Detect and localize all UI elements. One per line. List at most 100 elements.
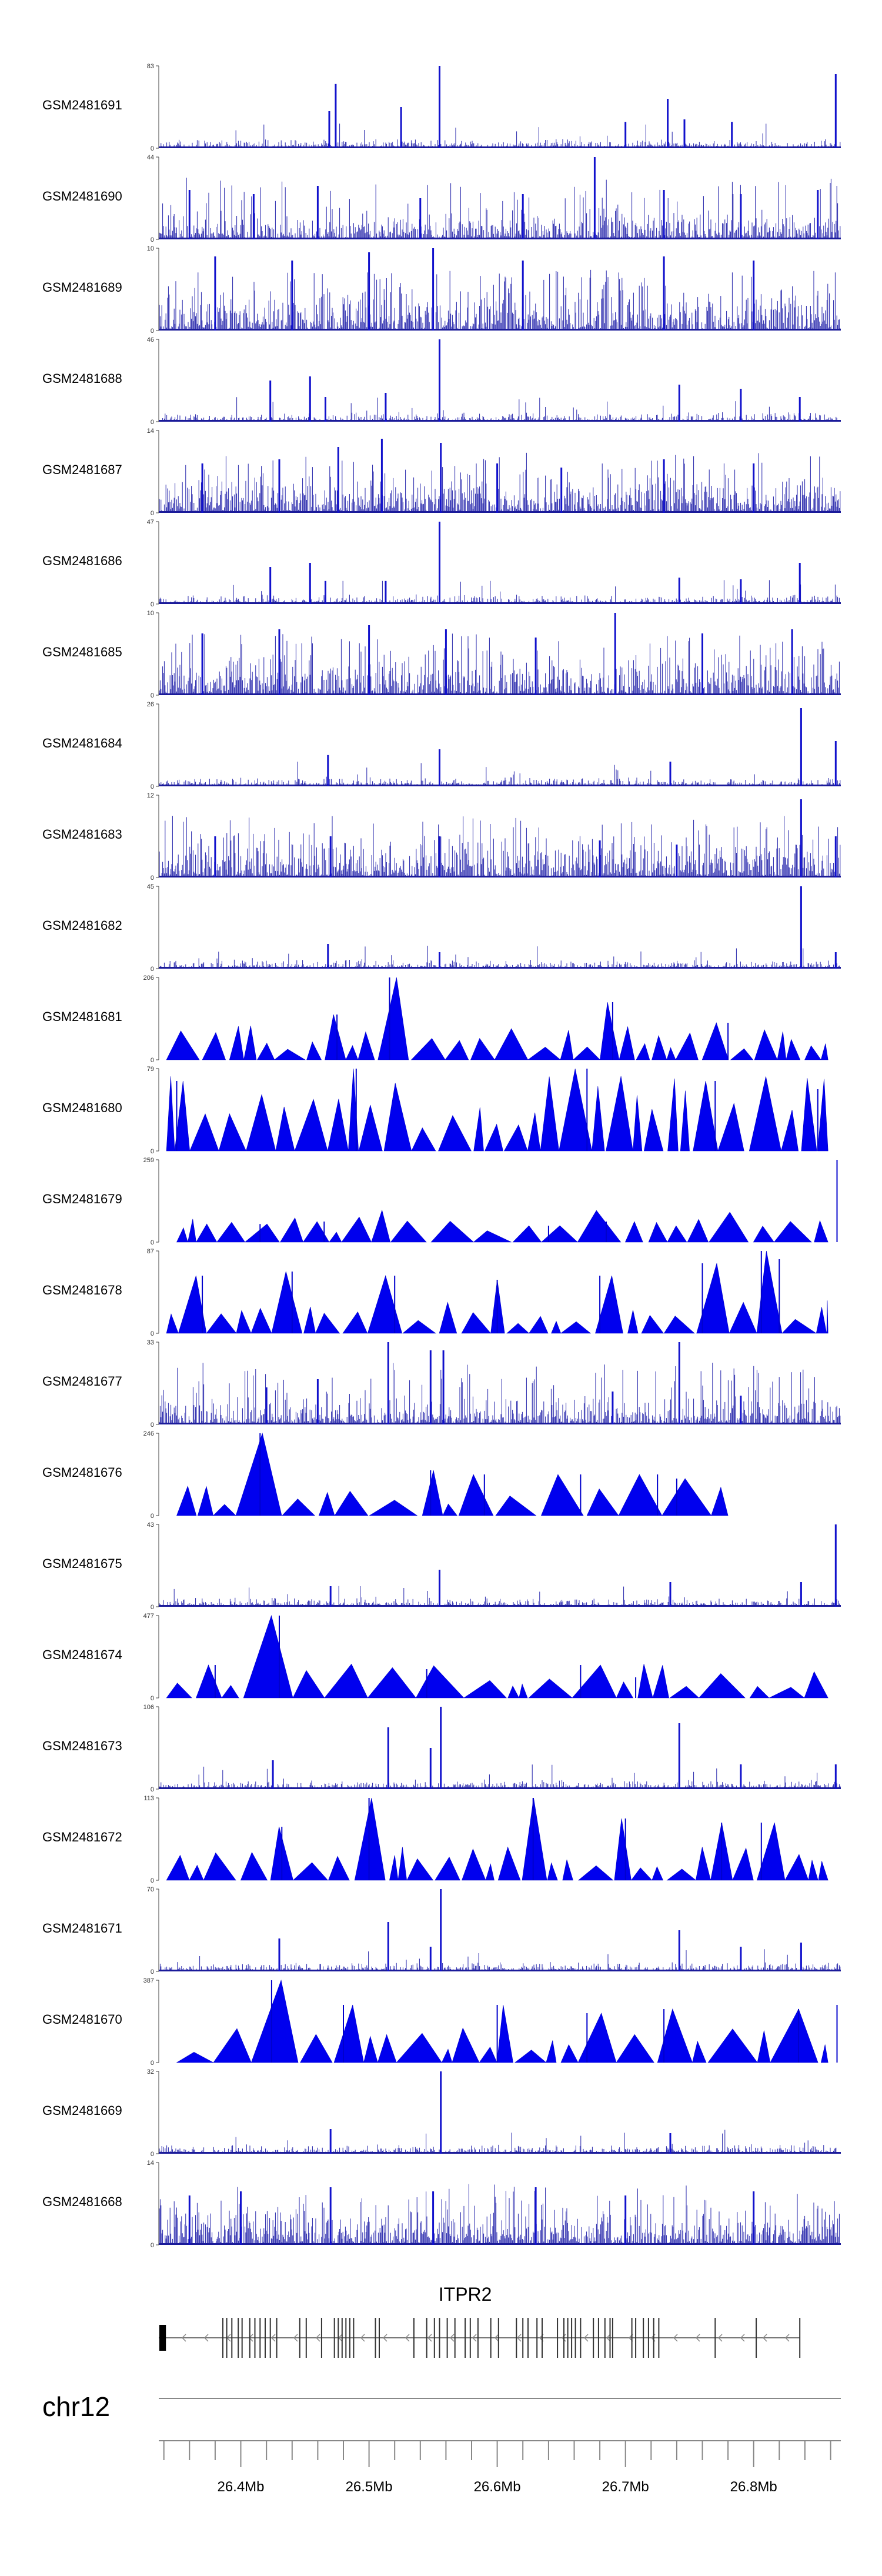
coverage-peak bbox=[269, 381, 272, 422]
gene-exon bbox=[222, 2318, 223, 2358]
coverage-peak bbox=[669, 762, 671, 786]
coverage-baseline bbox=[159, 238, 841, 239]
chromosome-label: chr12 bbox=[42, 2391, 110, 2422]
strand-arrow bbox=[360, 2334, 365, 2342]
coverage-peak bbox=[834, 1524, 837, 1607]
y-max-label: 44 bbox=[147, 154, 154, 161]
gene-exon bbox=[714, 2318, 716, 2358]
gene-exon bbox=[571, 2318, 573, 2358]
coverage-baseline bbox=[159, 329, 841, 331]
coverage-peak bbox=[532, 1798, 534, 1880]
track-GSM2481673: GSM2481673 106 0 bbox=[42, 1704, 841, 1793]
coverage-peak bbox=[259, 1224, 261, 1242]
coverage-peak bbox=[327, 944, 329, 969]
coverage-peak bbox=[678, 1723, 680, 1789]
coverage-peak bbox=[547, 1226, 549, 1242]
y-max-label: 83 bbox=[147, 63, 154, 70]
y-max-label: 106 bbox=[143, 1704, 154, 1711]
y-max-label: 10 bbox=[147, 245, 154, 252]
coverage-peak bbox=[368, 252, 370, 331]
gene-exon bbox=[345, 2318, 347, 2358]
track-GSM2481668: GSM2481668 14 0 bbox=[42, 2160, 841, 2249]
gene-exon bbox=[259, 2318, 261, 2358]
coverage-peak bbox=[800, 708, 802, 786]
coverage-peak bbox=[669, 1582, 671, 1607]
gene-exon bbox=[231, 2318, 233, 2358]
coverage-peak bbox=[265, 1387, 268, 1424]
coverage-peak bbox=[834, 1764, 837, 1789]
coverage-baseline bbox=[159, 785, 841, 786]
coverage-triangles bbox=[176, 1432, 729, 1516]
coverage-peak bbox=[586, 2013, 588, 2063]
coverage-peak bbox=[387, 1727, 389, 1789]
coverage-peak bbox=[291, 261, 293, 331]
coverage-peak bbox=[387, 1922, 389, 1971]
y-min-label: 0 bbox=[151, 1513, 154, 1520]
gene-track: ITPR2 bbox=[159, 2284, 801, 2358]
strand-arrow bbox=[494, 2334, 499, 2342]
coverage-peak bbox=[727, 1023, 729, 1060]
gene-exon bbox=[162, 2325, 166, 2351]
strand-arrow bbox=[717, 2334, 723, 2342]
y-max-label: 10 bbox=[147, 610, 154, 617]
coverage-peak bbox=[439, 66, 440, 148]
y-min-label: 0 bbox=[151, 2242, 154, 2249]
gene-exon bbox=[238, 2318, 239, 2358]
track-label: GSM2481679 bbox=[42, 1192, 122, 1206]
y-max-label: 246 bbox=[143, 1430, 154, 1437]
track-GSM2481684: GSM2481684 26 0 bbox=[42, 701, 841, 790]
coverage-bars bbox=[159, 269, 841, 331]
strand-arrow bbox=[203, 2334, 209, 2342]
coverage-peak bbox=[201, 463, 203, 513]
y-min-label: 0 bbox=[151, 510, 154, 517]
gene-exon bbox=[643, 2318, 644, 2358]
coverage-peak bbox=[439, 522, 440, 604]
coverage-peak bbox=[252, 194, 255, 239]
coverage-peak bbox=[440, 2071, 442, 2154]
coverage-peak bbox=[676, 845, 678, 877]
track-GSM2481672: GSM2481672 113 0 bbox=[42, 1795, 828, 1884]
y-max-label: 33 bbox=[147, 1339, 154, 1346]
track-label: GSM2481687 bbox=[42, 462, 122, 477]
coverage-peak bbox=[279, 1616, 280, 1698]
gene-exon bbox=[254, 2318, 256, 2358]
track-GSM2481689: GSM2481689 10 0 bbox=[42, 245, 841, 335]
strand-arrow bbox=[449, 2334, 455, 2342]
gene-exon bbox=[353, 2318, 355, 2358]
coverage-peak bbox=[834, 741, 837, 786]
y-min-label: 0 bbox=[151, 1422, 154, 1429]
track-label: GSM2481683 bbox=[42, 827, 122, 842]
coverage-peak bbox=[800, 1582, 802, 1607]
coverage-peak bbox=[624, 122, 627, 148]
strand-arrow bbox=[583, 2334, 589, 2342]
track-label: GSM2481673 bbox=[42, 1739, 122, 1753]
coverage-peak bbox=[612, 1002, 613, 1060]
coverage-baseline bbox=[159, 602, 841, 604]
gene-name-label: ITPR2 bbox=[439, 2284, 492, 2305]
gene-exon bbox=[580, 2318, 582, 2358]
track-GSM2481682: GSM2481682 45 0 bbox=[42, 883, 841, 973]
coverage-peak bbox=[337, 447, 339, 513]
gene-exon bbox=[542, 2318, 543, 2358]
coverage-peak bbox=[740, 579, 742, 604]
track-label: GSM2481675 bbox=[42, 1556, 122, 1571]
coverage-peak bbox=[432, 248, 435, 331]
coverage-peak bbox=[439, 836, 440, 877]
coverage-baseline bbox=[159, 1605, 841, 1607]
y-min-label: 0 bbox=[151, 1968, 154, 1976]
y-max-label: 113 bbox=[143, 1795, 154, 1802]
coverage-peak bbox=[445, 629, 447, 695]
coverage-triangles bbox=[166, 1797, 828, 1881]
coverage-bars bbox=[159, 1764, 841, 1789]
coverage-peak bbox=[380, 439, 383, 513]
track-GSM2481688: GSM2481688 46 0 bbox=[42, 336, 841, 426]
coverage-peak bbox=[599, 1276, 601, 1333]
strand-arrow bbox=[293, 2334, 298, 2342]
coverage-peak bbox=[834, 74, 837, 148]
y-max-label: 46 bbox=[147, 336, 154, 343]
coverage-peak bbox=[426, 1669, 427, 1698]
coverage-baseline bbox=[159, 693, 841, 695]
coverage-triangles bbox=[176, 1979, 828, 2063]
coverage-peak bbox=[387, 1342, 389, 1424]
